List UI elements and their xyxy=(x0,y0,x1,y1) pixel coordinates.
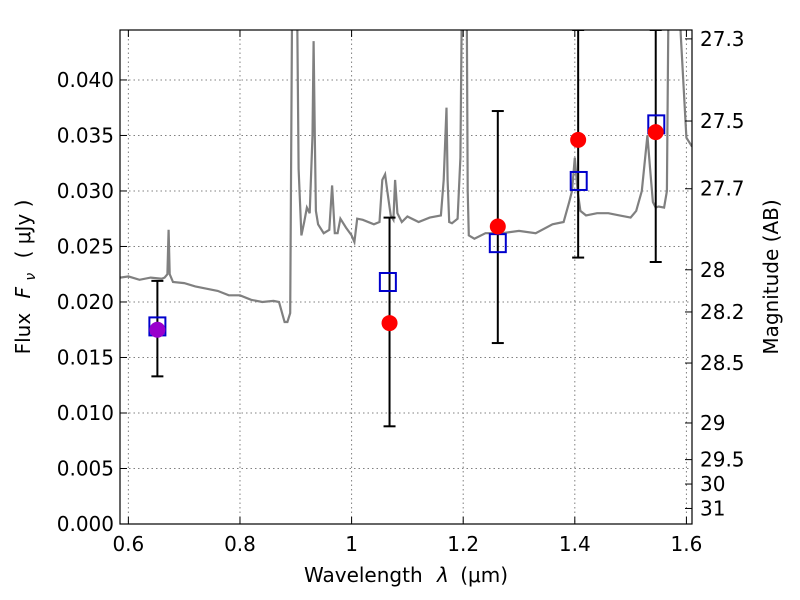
observed-flux-point xyxy=(381,315,398,332)
observed-flux-point xyxy=(570,131,587,148)
y2-tick-label: 27.5 xyxy=(700,109,745,133)
y2-tick-label: 29 xyxy=(700,411,725,435)
y2-tick-label: 31 xyxy=(700,496,725,520)
y-tick-label: 0.025 xyxy=(57,234,114,258)
y-tick-label: 0.040 xyxy=(57,68,114,92)
x-axis-title-text: Wavelength xyxy=(304,563,423,587)
x-tick-label: 0.6 xyxy=(112,532,144,556)
y-tick-label: 0.000 xyxy=(57,512,114,536)
y2-tick-label: 28.2 xyxy=(700,300,745,324)
y2-tick-label: 27.3 xyxy=(700,27,745,51)
x-tick-labels: 0.6 0.8 1 1.2 1.4 1.6 xyxy=(112,532,702,556)
y-axis-title-symbol: F xyxy=(11,286,35,298)
y-tick-label: 0.035 xyxy=(57,123,114,147)
y-tick-label: 0.010 xyxy=(57,401,114,425)
y-tick-label: 0.020 xyxy=(57,290,114,314)
observed-flux-point xyxy=(149,321,166,338)
y-tick-label: 0.015 xyxy=(57,345,114,369)
x-tick-label: 0.8 xyxy=(224,532,256,556)
x-axis-title-symbol: λ xyxy=(436,563,449,587)
y-axis-title: Flux F ν ( μJy ) xyxy=(11,200,40,355)
y2-tick-label: 28.5 xyxy=(700,351,745,375)
observed-flux-point xyxy=(647,124,664,141)
x-tick-label: 1.6 xyxy=(671,532,703,556)
model-photometry-square xyxy=(569,170,588,191)
x-tick-label: 1.4 xyxy=(559,532,591,556)
model-photometry-square xyxy=(378,271,397,292)
y-tick-label: 0.030 xyxy=(57,179,114,203)
y2-tick-label: 27.7 xyxy=(700,177,745,201)
x-axis-title: Wavelength λ (μm) xyxy=(304,563,508,587)
grid-layer xyxy=(120,30,692,525)
error-bars xyxy=(151,30,662,428)
plot-area xyxy=(120,30,692,428)
x-axis-title-unit: (μm) xyxy=(460,563,508,587)
y-tick-label: 0.005 xyxy=(57,456,114,480)
x-tick-label: 1 xyxy=(345,532,358,556)
observed-flux-point xyxy=(489,218,506,235)
model-photometry-squares xyxy=(148,114,666,337)
y-axis-title-text: Flux xyxy=(11,313,35,355)
observed-flux-points xyxy=(149,124,664,338)
y-tick-labels: 0.000 0.005 0.010 0.015 0.020 0.025 0.030 0.035… xyxy=(57,68,114,536)
y2-tick-label: 28 xyxy=(700,258,725,282)
y-axis-title-subscript: ν xyxy=(23,273,39,281)
plot-frame xyxy=(119,29,693,525)
secondary-y-axis-title: Magnitude (AB) xyxy=(759,199,783,354)
axis-ticks xyxy=(120,30,692,525)
y2-tick-label: 29.5 xyxy=(700,448,745,472)
model-spectrum-line xyxy=(120,30,692,324)
x-tick-label: 1.2 xyxy=(447,532,479,556)
y2-tick-label: 30 xyxy=(700,472,725,496)
y-axis-title-unit: ( μJy ) xyxy=(11,200,35,259)
